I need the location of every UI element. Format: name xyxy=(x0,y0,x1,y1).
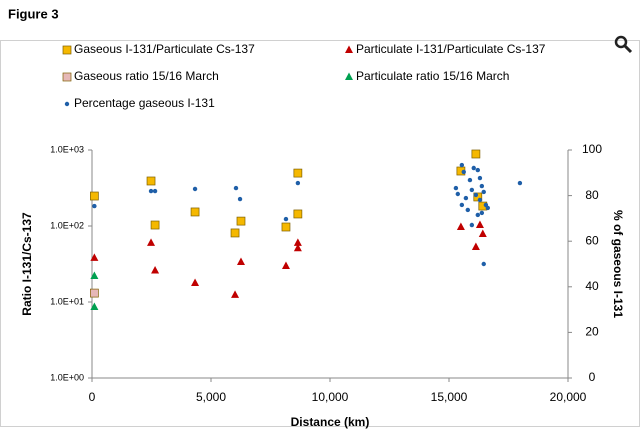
marker-circle xyxy=(479,183,485,189)
legend-marker xyxy=(64,101,70,107)
figure-label: Figure 3 xyxy=(8,6,59,21)
marker-circle xyxy=(283,216,289,222)
x-axis-title: Distance (km) xyxy=(291,415,370,429)
marker-circle xyxy=(481,189,486,195)
marker-triangle xyxy=(151,265,160,274)
marker-circle xyxy=(92,203,97,209)
legend-label: Particulate ratio 15/16 March xyxy=(356,69,509,83)
marker-triangle xyxy=(90,253,99,261)
marker-circle xyxy=(237,196,243,202)
y2-tick-label: 40 xyxy=(585,279,599,293)
marker-circle xyxy=(469,222,475,228)
marker-circle xyxy=(453,185,459,191)
marker-triangle xyxy=(147,238,156,246)
marker-circle xyxy=(473,192,479,198)
marker-square xyxy=(90,288,99,298)
legend-marker xyxy=(62,45,72,55)
marker-circle xyxy=(148,188,154,194)
y2-tick-label: 0 xyxy=(589,370,596,384)
marker-circle xyxy=(475,212,480,218)
marker-square xyxy=(293,209,303,219)
y2-tick-label: 20 xyxy=(585,325,599,339)
marker-circle xyxy=(479,210,485,216)
y-tick-label: 1.0E+01 xyxy=(50,296,84,306)
marker-triangle xyxy=(475,220,484,229)
marker-square xyxy=(471,149,481,159)
marker-circle xyxy=(517,180,523,186)
marker-square xyxy=(230,228,240,238)
marker-square xyxy=(190,207,200,217)
marker-triangle xyxy=(456,222,465,231)
legend-label: Particulate I-131/Particulate Cs-137 xyxy=(356,42,546,56)
marker-circle xyxy=(463,195,469,201)
y-tick-label: 1.0E+00 xyxy=(50,372,84,382)
marker-circle xyxy=(152,188,158,194)
marker-triangle xyxy=(90,271,99,279)
x-tick-label: 0 xyxy=(89,390,96,404)
marker-circle xyxy=(459,162,465,168)
legend-marker xyxy=(345,72,353,80)
marker-circle xyxy=(481,261,486,267)
marker-circle xyxy=(233,185,239,191)
y2-tick-label: 60 xyxy=(585,233,599,247)
marker-triangle xyxy=(281,261,290,269)
marker-circle xyxy=(467,177,473,183)
y2-axis-title: % of gaseous I-131 xyxy=(611,210,625,318)
marker-triangle xyxy=(471,242,480,250)
marker-triangle xyxy=(90,302,99,310)
marker-square xyxy=(281,222,291,232)
marker-square xyxy=(146,176,156,186)
marker-triangle xyxy=(191,278,200,286)
x-tick-label: 15,000 xyxy=(431,390,468,404)
marker-circle xyxy=(465,207,471,213)
marker-circle xyxy=(295,180,301,186)
marker-square xyxy=(90,191,99,201)
legend-marker xyxy=(62,72,72,82)
legend-label: Percentage gaseous I-131 xyxy=(74,96,215,110)
legend-label: Gaseous I-131/Particulate Cs-137 xyxy=(74,42,255,56)
x-tick-label: 10,000 xyxy=(312,390,349,404)
marker-triangle xyxy=(293,243,302,252)
marker-square xyxy=(473,192,483,202)
marker-circle xyxy=(477,175,483,181)
y2-tick-label: 80 xyxy=(585,188,599,202)
marker-triangle xyxy=(293,238,302,246)
search-lens xyxy=(614,35,628,49)
x-tick-label: 20,000 xyxy=(550,390,587,404)
search-handle xyxy=(623,44,633,54)
marker-circle xyxy=(192,186,198,192)
marker-square xyxy=(236,216,246,226)
marker-circle xyxy=(469,187,475,193)
y-axis-title: Ratio I-131/Cs-137 xyxy=(20,212,34,316)
y2-tick-label: 100 xyxy=(582,142,602,156)
marker-circle xyxy=(455,191,461,197)
marker-square xyxy=(150,220,160,230)
marker-triangle xyxy=(236,257,245,265)
marker-triangle xyxy=(478,229,487,237)
marker-triangle xyxy=(231,290,240,298)
search-icon[interactable] xyxy=(614,35,633,54)
marker-circle xyxy=(475,167,480,173)
marker-circle xyxy=(485,205,490,211)
legend-label: Gaseous ratio 15/16 March xyxy=(74,69,219,83)
x-tick-label: 5,000 xyxy=(196,390,226,404)
marker-circle xyxy=(461,169,466,175)
y-tick-label: 1.0E+02 xyxy=(50,220,84,230)
marker-square xyxy=(293,168,303,178)
marker-circle xyxy=(471,165,476,171)
marker-circle xyxy=(459,202,465,208)
marker-circle xyxy=(477,197,483,203)
legend-marker xyxy=(345,45,353,53)
y-tick-label: 1.0E+03 xyxy=(50,144,84,154)
